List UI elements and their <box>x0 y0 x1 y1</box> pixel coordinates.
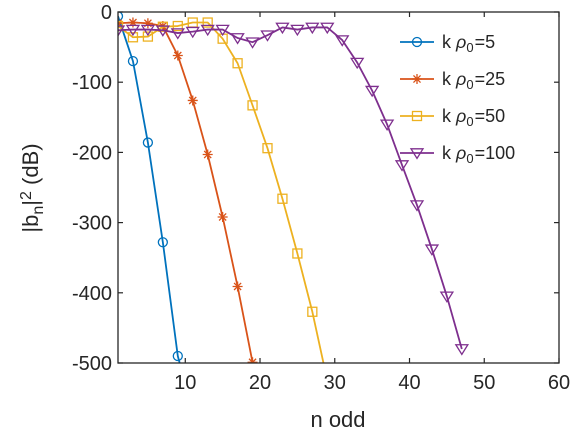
data-point <box>142 137 154 148</box>
data-point <box>232 281 243 292</box>
legend-label: k ρ0=5 <box>442 32 495 55</box>
data-point <box>185 26 200 39</box>
y-tick-label: -100 <box>72 72 112 94</box>
data-point <box>155 25 171 37</box>
legend-label: k ρ0=25 <box>442 69 505 92</box>
data-point <box>118 25 126 37</box>
data-point <box>140 24 156 37</box>
series-line <box>118 26 463 350</box>
data-point <box>275 22 290 35</box>
data-point <box>232 58 243 69</box>
data-point <box>350 57 365 70</box>
data-point <box>118 12 124 22</box>
x-tick-label: 10 <box>174 372 196 394</box>
data-point <box>307 306 318 317</box>
data-point <box>170 28 185 40</box>
legend-label: k ρ0=50 <box>442 106 505 129</box>
data-point <box>245 37 260 49</box>
x-tick-label: 40 <box>398 372 420 394</box>
data-point <box>202 149 213 160</box>
x-tick-label: 60 <box>548 372 570 394</box>
data-point <box>292 248 303 259</box>
x-tick-label: 30 <box>324 372 346 394</box>
legend-marker <box>412 74 422 84</box>
data-point <box>260 30 275 42</box>
data-point <box>172 20 183 32</box>
data-point <box>157 237 168 248</box>
series-3 <box>118 17 325 363</box>
data-point <box>379 119 395 131</box>
data-point <box>364 85 380 98</box>
data-point <box>142 31 154 42</box>
data-point <box>127 17 138 28</box>
y-axis-label: |bn|2 (dB) <box>18 143 47 232</box>
legend: k ρ0=5 k ρ0=25 k ρ0=50 k ρ0=100 <box>400 32 515 166</box>
data-point <box>247 100 258 111</box>
legend-entry-4: k ρ0=100 <box>400 143 515 166</box>
axes-frame <box>117 11 560 364</box>
data-point <box>200 24 215 37</box>
legend-marker <box>411 110 423 122</box>
data-point <box>172 50 183 61</box>
x-axis-label: n odd <box>310 407 365 432</box>
series-line <box>118 21 254 363</box>
y-tick-label: -200 <box>72 142 112 164</box>
x-tick-label: 20 <box>249 372 271 394</box>
data-point <box>127 55 139 67</box>
data-point <box>157 21 168 32</box>
data-point <box>172 350 183 362</box>
data-point <box>142 18 153 29</box>
legend-marker <box>409 148 425 160</box>
x-tick-label: 50 <box>473 372 495 394</box>
data-point <box>247 357 258 363</box>
data-point <box>409 200 425 212</box>
legend-label: k ρ0=100 <box>442 143 515 166</box>
y-tick-label: 0 <box>101 2 112 24</box>
y-tick-label: -300 <box>72 213 112 235</box>
y-tick-label: -500 <box>72 353 112 375</box>
data-point <box>320 22 335 35</box>
data-point <box>127 32 139 43</box>
series-4 <box>118 22 470 356</box>
data-point <box>439 291 455 303</box>
data-point <box>290 24 305 37</box>
data-point <box>230 33 245 45</box>
plot-area <box>118 12 559 363</box>
legend-entry-2: k ρ0=25 <box>400 69 505 92</box>
legend-entry-1: k ρ0=5 <box>400 32 495 55</box>
data-point <box>454 344 470 356</box>
data-point <box>394 160 410 172</box>
legend-marker <box>411 36 423 48</box>
data-point <box>217 211 228 222</box>
data-point <box>335 35 350 47</box>
legend-entry-3: k ρ0=50 <box>400 106 505 129</box>
series-1 <box>118 12 183 363</box>
y-tick-label: -400 <box>72 283 112 305</box>
data-point <box>424 244 440 256</box>
data-point <box>125 24 141 37</box>
data-point <box>277 193 288 204</box>
data-point <box>202 17 213 28</box>
data-point <box>215 24 230 37</box>
data-point <box>187 95 198 106</box>
data-point <box>262 143 273 154</box>
data-point <box>305 22 320 35</box>
